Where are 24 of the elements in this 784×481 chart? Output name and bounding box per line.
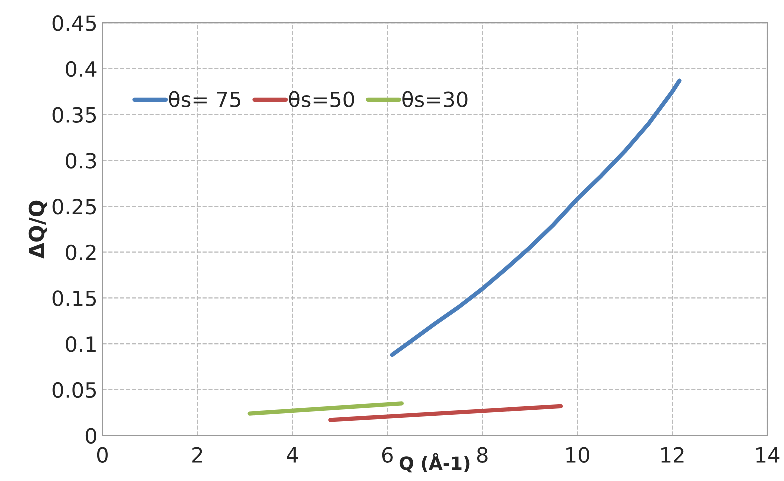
y-tick-label: 0.05 — [52, 382, 96, 398]
x-tick-label: 12 — [662, 447, 684, 463]
x-tick-label: 0 — [97, 447, 108, 464]
y-tick-label: 0.4 — [66, 61, 97, 78]
legend-label: θs=30 — [402, 91, 468, 108]
y-tick-label: 0.45 — [52, 16, 96, 32]
y-tick-label: 0.2 — [66, 244, 96, 261]
x-tick-label: 8 — [477, 447, 488, 464]
y-tick-label: 0.1 — [66, 336, 96, 352]
x-axis-title: Q (Å-1) — [400, 453, 470, 473]
y-axis-title: ΔQ/Q — [28, 200, 48, 259]
y-tick-label: 0.3 — [66, 153, 96, 169]
x-tick-label: 10 — [566, 447, 590, 464]
y-tick-label: 0.25 — [52, 198, 96, 215]
y-tick-label: 0.15 — [52, 290, 96, 306]
y-tick-label: 0 — [86, 428, 96, 444]
x-tick-label: 2 — [192, 447, 202, 463]
legend-label: θs=50 — [289, 91, 354, 108]
x-tick-label: 4 — [287, 448, 298, 463]
line-series — [390, 78, 682, 358]
y-tick-label: 0.35 — [52, 107, 96, 124]
legend-label: θs= 75 — [169, 91, 240, 108]
x-tick-label: 6 — [382, 447, 393, 464]
x-tick-label: 14 — [756, 448, 780, 463]
